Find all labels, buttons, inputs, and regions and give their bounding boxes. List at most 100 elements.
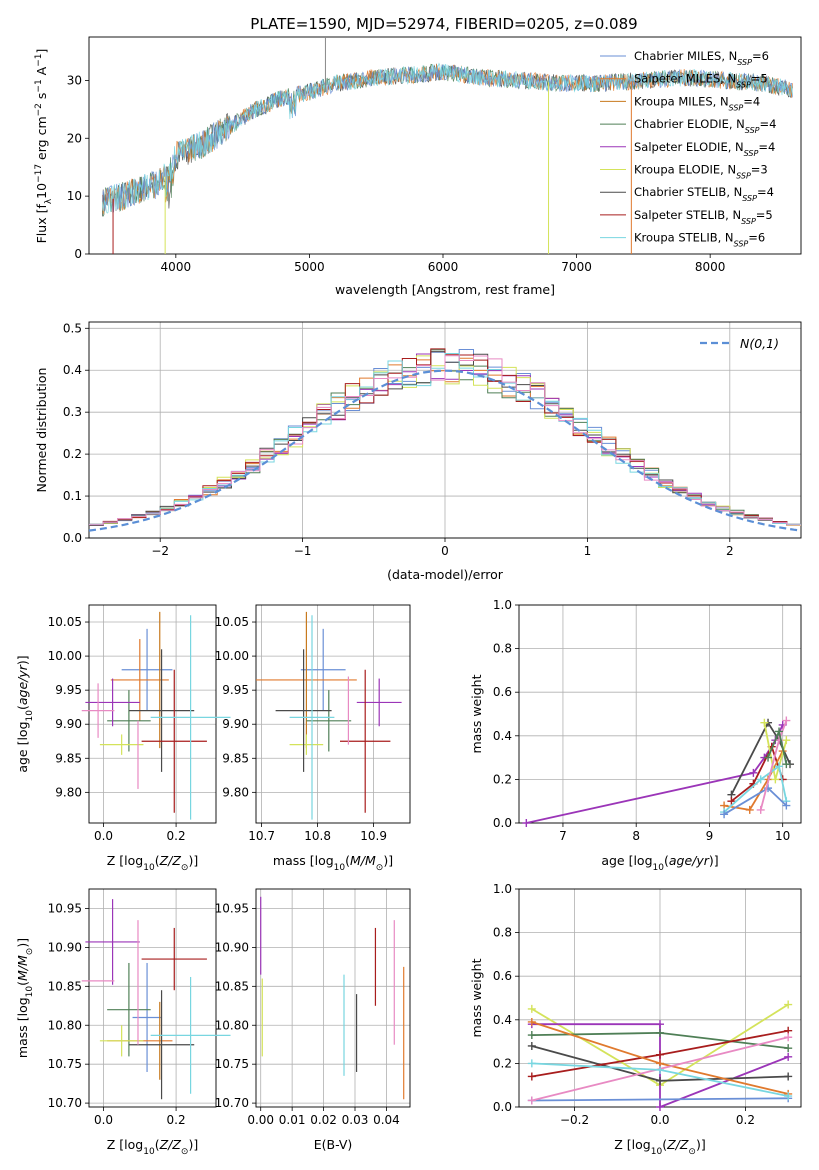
x-tick-label: 4000: [161, 260, 192, 274]
x-tick-label: 10.8: [304, 829, 331, 843]
residuals-panel: −2 −1 0 1 2 0.0 0.1 0.2 0.3 0.4 0.5 N(0,1) (data-mod…: [34, 321, 802, 582]
y-tick-label: 0.3: [63, 405, 82, 419]
x-axis-label: wavelength [Angstrom, rest frame]: [335, 282, 555, 297]
massweight-series-line: [723, 750, 784, 811]
y-tick-label: 20: [67, 131, 82, 145]
y-tick-label: 10.85: [215, 979, 249, 993]
plot-frame: [518, 604, 802, 824]
plot-frame: [255, 888, 411, 1108]
massweight-point-marker: [771, 775, 780, 784]
y-tick-label: 10.75: [215, 1057, 249, 1071]
y-tick-label: 9.95: [222, 683, 249, 697]
age-vs-metallicity-panel: 0.0 0.2 9.80 9.85 9.90 9.95 10.00 10.05 Z [log10…: [15, 604, 231, 873]
massweight-point-marker: [784, 1044, 793, 1053]
y-tick-label: 9.95: [55, 683, 82, 697]
y-tick-label: 0.1: [63, 489, 82, 503]
x-tick-label: 10.9: [360, 829, 387, 843]
y-axis-label: mass weight: [469, 674, 484, 753]
y-axis-label: mass weight: [469, 958, 484, 1037]
x-tick-label: 1: [584, 544, 592, 558]
x-axis-label: Z [log10(Z/Z⊙)]: [614, 1137, 705, 1157]
y-axis-label: Normed distribution: [34, 368, 49, 493]
x-tick-label: 0.2: [167, 1113, 186, 1127]
x-axis-label: (data-model)/error: [387, 567, 504, 582]
massweight-point-marker: [656, 1103, 664, 1111]
x-tick-label: −0.2: [560, 1113, 589, 1127]
x-axis-label: Z [log10(Z/Z⊙)]: [107, 1137, 198, 1157]
massweight-point-marker: [527, 1096, 536, 1105]
massweight-point-marker: [656, 1065, 664, 1074]
y-tick-label: 30: [67, 73, 82, 87]
y-tick-label: 9.90: [222, 717, 249, 731]
histogram-series: [89, 348, 801, 525]
y-tick-label: 10.85: [48, 979, 82, 993]
massweight-point-marker: [784, 1052, 793, 1061]
y-tick-label: 9.85: [222, 751, 249, 765]
massweight-point-marker: [522, 819, 531, 827]
x-tick-label: 9: [706, 829, 714, 843]
massweight-vs-metallicity-panel: −0.2 0.0 0.2 0.0 0.2 0.4 0.6 0.8 1.0 Z [log10(Z/Z…: [469, 882, 802, 1157]
mass-vs-ebv-panel: 0.00 0.01 0.02 0.03 0.04 10.70 10.75 10.80 10.85…: [215, 888, 411, 1152]
massweight-vs-age-panel: 7 8 9 10 0.0 0.2 0.4 0.6 0.8 1.0 age [log10(age/yr…: [469, 598, 802, 873]
y-tick-label: 10.00: [215, 649, 249, 663]
y-tick-label: 9.90: [55, 717, 82, 731]
x-tick-label: −1: [294, 544, 312, 558]
y-tick-label: 0.4: [493, 1013, 512, 1027]
x-tick-label: 0.2: [167, 829, 186, 843]
x-tick-label: 0.04: [373, 1113, 400, 1127]
x-axis-label: E(B-V): [314, 1137, 353, 1152]
plot-frame: [88, 36, 802, 255]
x-tick-label: 8: [632, 829, 640, 843]
massweight-point-marker: [749, 768, 758, 777]
legend-entry: N(0,1): [740, 336, 779, 351]
massweight-point-marker: [527, 1004, 536, 1013]
x-tick-label: 0.00: [247, 1113, 274, 1127]
x-tick-label: 8000: [695, 260, 726, 274]
y-tick-label: 0.2: [493, 1056, 512, 1070]
plot-frame: [88, 321, 802, 539]
y-tick-label: 0: [74, 247, 82, 261]
massweight-point-marker: [527, 1031, 536, 1040]
massweight-point-marker: [527, 1041, 536, 1050]
massweight-point-marker: [727, 797, 736, 806]
x-axis-label: Z [log10(Z/Z⊙)]: [107, 853, 198, 873]
x-tick-label: 0.2: [736, 1113, 755, 1127]
massweight-point-marker: [784, 1092, 793, 1101]
legend-entry: Kroupa STELIB, NSSP=6: [634, 231, 765, 249]
y-tick-label: 0.0: [493, 1100, 512, 1114]
x-tick-label: 7: [559, 829, 567, 843]
y-axis-label: age [log10(age/yr)]: [15, 655, 35, 772]
massweight-point-marker: [782, 716, 791, 725]
y-tick-label: 10.80: [48, 1018, 82, 1032]
y-tick-label: 10.05: [48, 615, 82, 629]
x-tick-label: 0.03: [342, 1113, 369, 1127]
massweight-point-marker: [656, 1028, 664, 1037]
spectrum-series-line: [102, 62, 793, 214]
y-tick-label: 1.0: [493, 882, 512, 896]
y-tick-label: 10: [67, 189, 82, 203]
y-tick-label: 10.05: [215, 615, 249, 629]
legend-entry: Chabrier STELIB, NSSP=4: [634, 185, 774, 203]
y-tick-label: 0.8: [493, 642, 512, 656]
massweight-series-line: [531, 1097, 789, 1102]
legend-entry: Salpeter MILES, NSSP=5: [634, 72, 768, 90]
plot-frame: [255, 604, 411, 824]
x-tick-label: −2: [151, 544, 169, 558]
x-tick-label: 10: [775, 829, 790, 843]
spectrum-panel: 4000 5000 6000 7000 8000 0 10 20 30 Chabrier MILE…: [34, 36, 802, 297]
y-tick-label: 0.6: [493, 685, 512, 699]
massweight-point-marker: [756, 805, 765, 814]
y-tick-label: 0.0: [63, 531, 82, 545]
massweight-point-marker: [756, 775, 765, 784]
massweight-point-marker: [784, 1000, 793, 1009]
massweight-point-marker: [527, 1072, 536, 1081]
plot-frame: [88, 604, 217, 824]
y-tick-label: 10.90: [48, 940, 82, 954]
y-tick-label: 1.0: [493, 598, 512, 612]
legend-entry: Chabrier ELODIE, NSSP=4: [634, 117, 776, 135]
y-tick-label: 10.70: [215, 1096, 249, 1110]
y-axis-label: Flux [fλ10−17 erg cm−2 s−1 A−1]: [34, 49, 54, 244]
x-tick-label: 0.0: [94, 1113, 113, 1127]
y-tick-label: 0.8: [493, 926, 512, 940]
